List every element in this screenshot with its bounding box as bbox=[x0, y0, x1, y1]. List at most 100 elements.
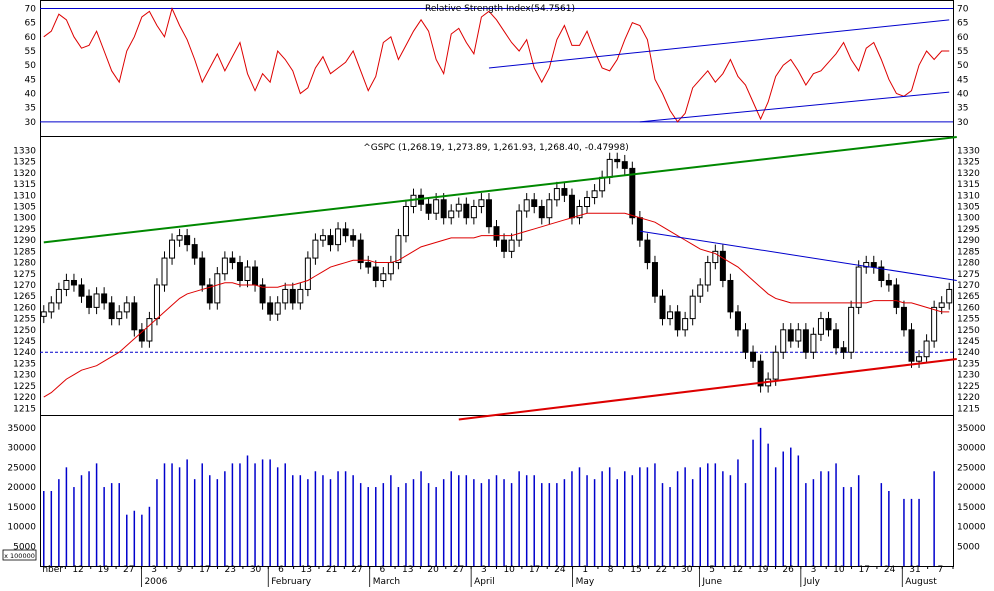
date-tick-label: 27 bbox=[351, 565, 362, 575]
price-tick-left: 1325 bbox=[13, 158, 36, 168]
date-tick-label: 21 bbox=[326, 565, 337, 575]
price-tick-right: 1250 bbox=[957, 326, 980, 336]
candle-body bbox=[893, 284, 900, 308]
candle-body bbox=[101, 293, 108, 304]
candle-body bbox=[78, 284, 85, 297]
candle-body bbox=[855, 266, 862, 308]
candle-body bbox=[878, 266, 885, 281]
date-tick-label: 30 bbox=[250, 565, 262, 575]
candle-body bbox=[395, 235, 402, 264]
candle-body bbox=[802, 329, 809, 353]
price-tick-left: 1290 bbox=[13, 236, 36, 246]
date-tick-label: 20 bbox=[427, 565, 439, 575]
month-label: August bbox=[905, 577, 937, 587]
candle-body bbox=[531, 199, 538, 208]
rsi-tick-right: 35 bbox=[957, 104, 968, 114]
candle-body bbox=[885, 279, 892, 286]
price-tick-right: 1230 bbox=[957, 371, 980, 381]
price-trendline bbox=[639, 230, 957, 281]
price-title: ^GSPC (1,268.19, 1,273.89, 1,261.93, 1,2… bbox=[363, 143, 629, 153]
date-tick-label: 23 bbox=[224, 565, 235, 575]
candle-body bbox=[946, 288, 953, 304]
candle-body bbox=[516, 210, 523, 241]
candle-body bbox=[833, 329, 840, 349]
price-tick-right: 1290 bbox=[957, 236, 980, 246]
rsi-tick-left: 70 bbox=[25, 5, 37, 15]
candle-body bbox=[387, 262, 394, 275]
rsi-tick-left: 55 bbox=[25, 47, 36, 57]
volume-multiplier-box bbox=[2, 549, 37, 561]
candle-body bbox=[184, 235, 191, 246]
candle-body bbox=[267, 302, 274, 315]
candle-body bbox=[244, 266, 251, 281]
price-tick-right: 1220 bbox=[957, 393, 980, 403]
candle-body bbox=[538, 206, 545, 219]
rsi-tick-left: 40 bbox=[25, 90, 37, 100]
candle-body bbox=[214, 273, 221, 304]
candle-body bbox=[463, 203, 470, 219]
volume-tick-right: 30000 bbox=[957, 444, 986, 454]
candle-body bbox=[448, 210, 455, 219]
price-tick-left: 1295 bbox=[13, 225, 36, 235]
date-tick-label: 3 bbox=[811, 565, 817, 575]
candle-body bbox=[614, 158, 621, 163]
price-tick-left: 1280 bbox=[13, 259, 36, 269]
candle-body bbox=[70, 279, 77, 286]
date-tick-label: 1 bbox=[582, 565, 588, 575]
price-trendline bbox=[458, 357, 957, 421]
candle-body bbox=[350, 235, 357, 241]
rsi-tick-left: 30 bbox=[25, 118, 37, 128]
candle-body bbox=[146, 318, 153, 342]
date-tick-label: 17 bbox=[529, 565, 540, 575]
candle-body bbox=[55, 288, 62, 304]
candle-body bbox=[191, 244, 198, 259]
price-tick-right: 1275 bbox=[957, 270, 980, 280]
volume-tick-right: 10000 bbox=[957, 523, 986, 533]
candle-body bbox=[297, 288, 304, 304]
candle-body bbox=[48, 302, 55, 313]
candle-body bbox=[651, 262, 658, 297]
candle-body bbox=[153, 284, 160, 320]
date-tick-label: 9 bbox=[177, 565, 183, 575]
candle-body bbox=[682, 318, 689, 331]
date-tick-label: 26 bbox=[782, 565, 794, 575]
candle-body bbox=[342, 228, 349, 237]
candle-body bbox=[576, 206, 583, 219]
candle-body bbox=[931, 306, 938, 342]
candle-body bbox=[380, 273, 387, 281]
date-tick-label: 6 bbox=[278, 565, 284, 575]
date-tick-label: 5 bbox=[709, 565, 715, 575]
price-tick-right: 1325 bbox=[957, 158, 980, 168]
price-tick-left: 1240 bbox=[13, 348, 36, 358]
price-tick-left: 1220 bbox=[13, 393, 36, 403]
candle-body bbox=[63, 279, 70, 290]
volume-tick-left: 20000 bbox=[7, 483, 36, 493]
candle-body bbox=[727, 279, 734, 313]
candle-body bbox=[636, 217, 643, 241]
date-tick-label: 12 bbox=[732, 565, 743, 575]
price-tick-left: 1305 bbox=[13, 203, 36, 213]
candle-body bbox=[870, 262, 877, 268]
price-tick-left: 1330 bbox=[13, 146, 36, 156]
candle-body bbox=[772, 351, 779, 380]
price-trendline bbox=[43, 136, 957, 244]
date-tick-label: 12 bbox=[72, 565, 83, 575]
volume-tick-right: 25000 bbox=[957, 463, 986, 473]
rsi-tick-left: 60 bbox=[25, 33, 37, 43]
candle-body bbox=[501, 239, 508, 252]
date-tick-label: 31 bbox=[909, 565, 920, 575]
price-tick-left: 1310 bbox=[13, 191, 36, 201]
date-tick-label: nber bbox=[42, 565, 63, 575]
candle-body bbox=[319, 235, 326, 241]
candle-body bbox=[470, 206, 477, 219]
rsi-trendline bbox=[488, 19, 950, 69]
candle-body bbox=[138, 329, 145, 342]
date-tick-label: 10 bbox=[833, 565, 845, 575]
rsi-tick-right: 30 bbox=[957, 118, 969, 128]
price-tick-right: 1310 bbox=[957, 191, 980, 201]
volume-tick-left: 30000 bbox=[7, 444, 36, 454]
candle-body bbox=[817, 318, 824, 335]
candle-body bbox=[561, 188, 568, 196]
candle-body bbox=[810, 333, 817, 353]
month-label: March bbox=[373, 577, 400, 587]
